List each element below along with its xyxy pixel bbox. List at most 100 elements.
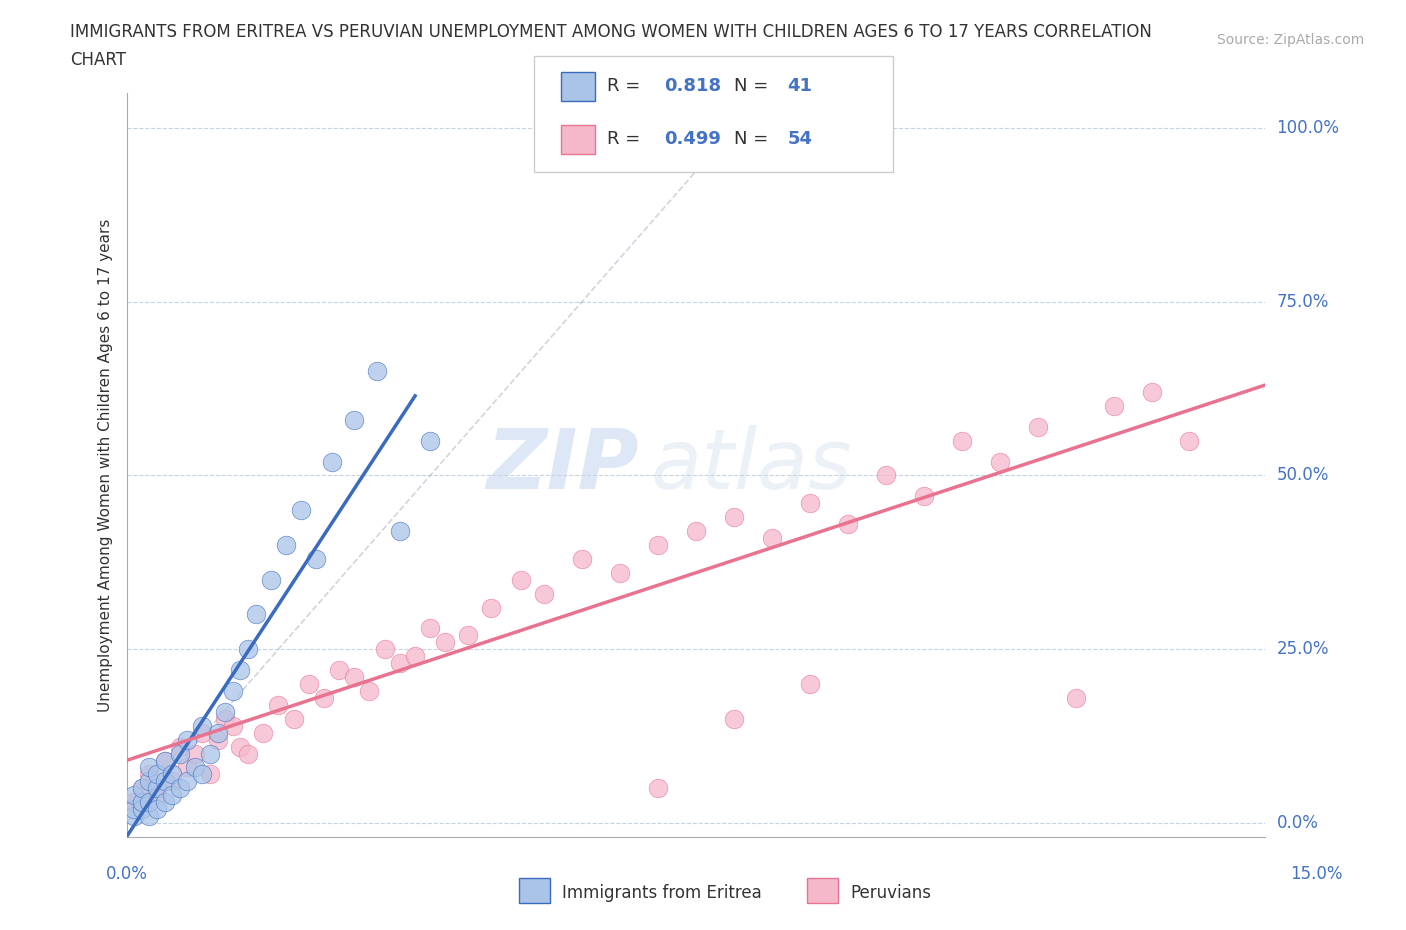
Text: 0.499: 0.499 bbox=[664, 130, 720, 149]
Point bbox=[122, 788, 145, 803]
Point bbox=[214, 711, 236, 726]
Point bbox=[571, 551, 593, 566]
Point bbox=[388, 656, 411, 671]
Point bbox=[533, 586, 555, 601]
Point bbox=[138, 767, 160, 782]
Point bbox=[434, 635, 457, 650]
Point bbox=[191, 725, 214, 740]
Point bbox=[343, 412, 366, 427]
Point bbox=[184, 760, 207, 775]
Point bbox=[131, 802, 153, 817]
Point bbox=[647, 781, 669, 796]
Text: Immigrants from Eritrea: Immigrants from Eritrea bbox=[562, 884, 762, 902]
Point bbox=[723, 711, 745, 726]
Text: 0.0%: 0.0% bbox=[1277, 814, 1319, 832]
Point bbox=[260, 572, 283, 587]
Point bbox=[1178, 433, 1201, 448]
Point bbox=[298, 677, 321, 692]
Point bbox=[290, 503, 312, 518]
Point bbox=[191, 718, 214, 733]
Point bbox=[153, 753, 176, 768]
Point bbox=[950, 433, 973, 448]
Point bbox=[510, 572, 533, 587]
Point bbox=[912, 489, 935, 504]
Point bbox=[328, 663, 350, 678]
Point bbox=[274, 538, 297, 552]
Point bbox=[245, 607, 267, 622]
Point bbox=[176, 760, 198, 775]
Point bbox=[988, 454, 1011, 469]
Point bbox=[374, 642, 396, 657]
Point bbox=[176, 774, 198, 789]
Point bbox=[236, 642, 259, 657]
Point bbox=[647, 538, 669, 552]
Point bbox=[236, 746, 259, 761]
Text: Source: ZipAtlas.com: Source: ZipAtlas.com bbox=[1216, 33, 1364, 46]
Point bbox=[1102, 398, 1125, 413]
Point bbox=[723, 510, 745, 525]
Point bbox=[359, 684, 381, 698]
Text: 75.0%: 75.0% bbox=[1277, 293, 1329, 311]
Point bbox=[146, 802, 169, 817]
Text: CHART: CHART bbox=[70, 51, 127, 69]
Point bbox=[131, 781, 153, 796]
Point bbox=[160, 767, 183, 782]
Point bbox=[222, 684, 245, 698]
Point bbox=[207, 725, 229, 740]
Point bbox=[153, 753, 176, 768]
Point bbox=[799, 496, 821, 511]
Point bbox=[685, 524, 707, 538]
Point bbox=[176, 732, 198, 747]
Point bbox=[222, 718, 245, 733]
Point bbox=[131, 795, 153, 810]
Point bbox=[457, 628, 479, 643]
Text: 41: 41 bbox=[787, 77, 813, 96]
Point bbox=[122, 795, 145, 810]
Point bbox=[146, 781, 169, 796]
Point bbox=[153, 774, 176, 789]
Text: Peruvians: Peruvians bbox=[851, 884, 932, 902]
Point bbox=[609, 565, 631, 580]
Point bbox=[419, 621, 441, 636]
Text: N =: N = bbox=[734, 77, 773, 96]
Point bbox=[207, 732, 229, 747]
Text: 100.0%: 100.0% bbox=[1277, 119, 1340, 137]
Text: 0.818: 0.818 bbox=[664, 77, 721, 96]
Point bbox=[169, 746, 191, 761]
Point bbox=[283, 711, 305, 726]
Point bbox=[138, 809, 160, 824]
Point bbox=[214, 704, 236, 719]
Point bbox=[138, 774, 160, 789]
Point bbox=[419, 433, 441, 448]
Point bbox=[875, 468, 897, 483]
Point bbox=[799, 677, 821, 692]
Point bbox=[343, 670, 366, 684]
Point bbox=[138, 795, 160, 810]
Point bbox=[404, 649, 426, 664]
Text: atlas: atlas bbox=[651, 424, 852, 506]
Point bbox=[131, 781, 153, 796]
Point bbox=[122, 802, 145, 817]
Point bbox=[229, 739, 252, 754]
Point bbox=[184, 746, 207, 761]
Point bbox=[305, 551, 328, 566]
Point bbox=[388, 524, 411, 538]
Point bbox=[160, 774, 183, 789]
Point bbox=[1064, 690, 1087, 705]
Text: 25.0%: 25.0% bbox=[1277, 640, 1329, 658]
Point bbox=[169, 739, 191, 754]
Point bbox=[1140, 384, 1163, 399]
Point bbox=[837, 517, 859, 532]
Point bbox=[312, 690, 335, 705]
Point bbox=[229, 663, 252, 678]
Point bbox=[169, 781, 191, 796]
Point bbox=[571, 120, 593, 135]
Text: 15.0%: 15.0% bbox=[1291, 865, 1343, 883]
Point bbox=[267, 698, 290, 712]
Point bbox=[146, 788, 169, 803]
Point bbox=[366, 364, 388, 379]
Point bbox=[761, 531, 783, 546]
Text: R =: R = bbox=[607, 130, 647, 149]
Point bbox=[146, 767, 169, 782]
Point bbox=[479, 600, 502, 615]
